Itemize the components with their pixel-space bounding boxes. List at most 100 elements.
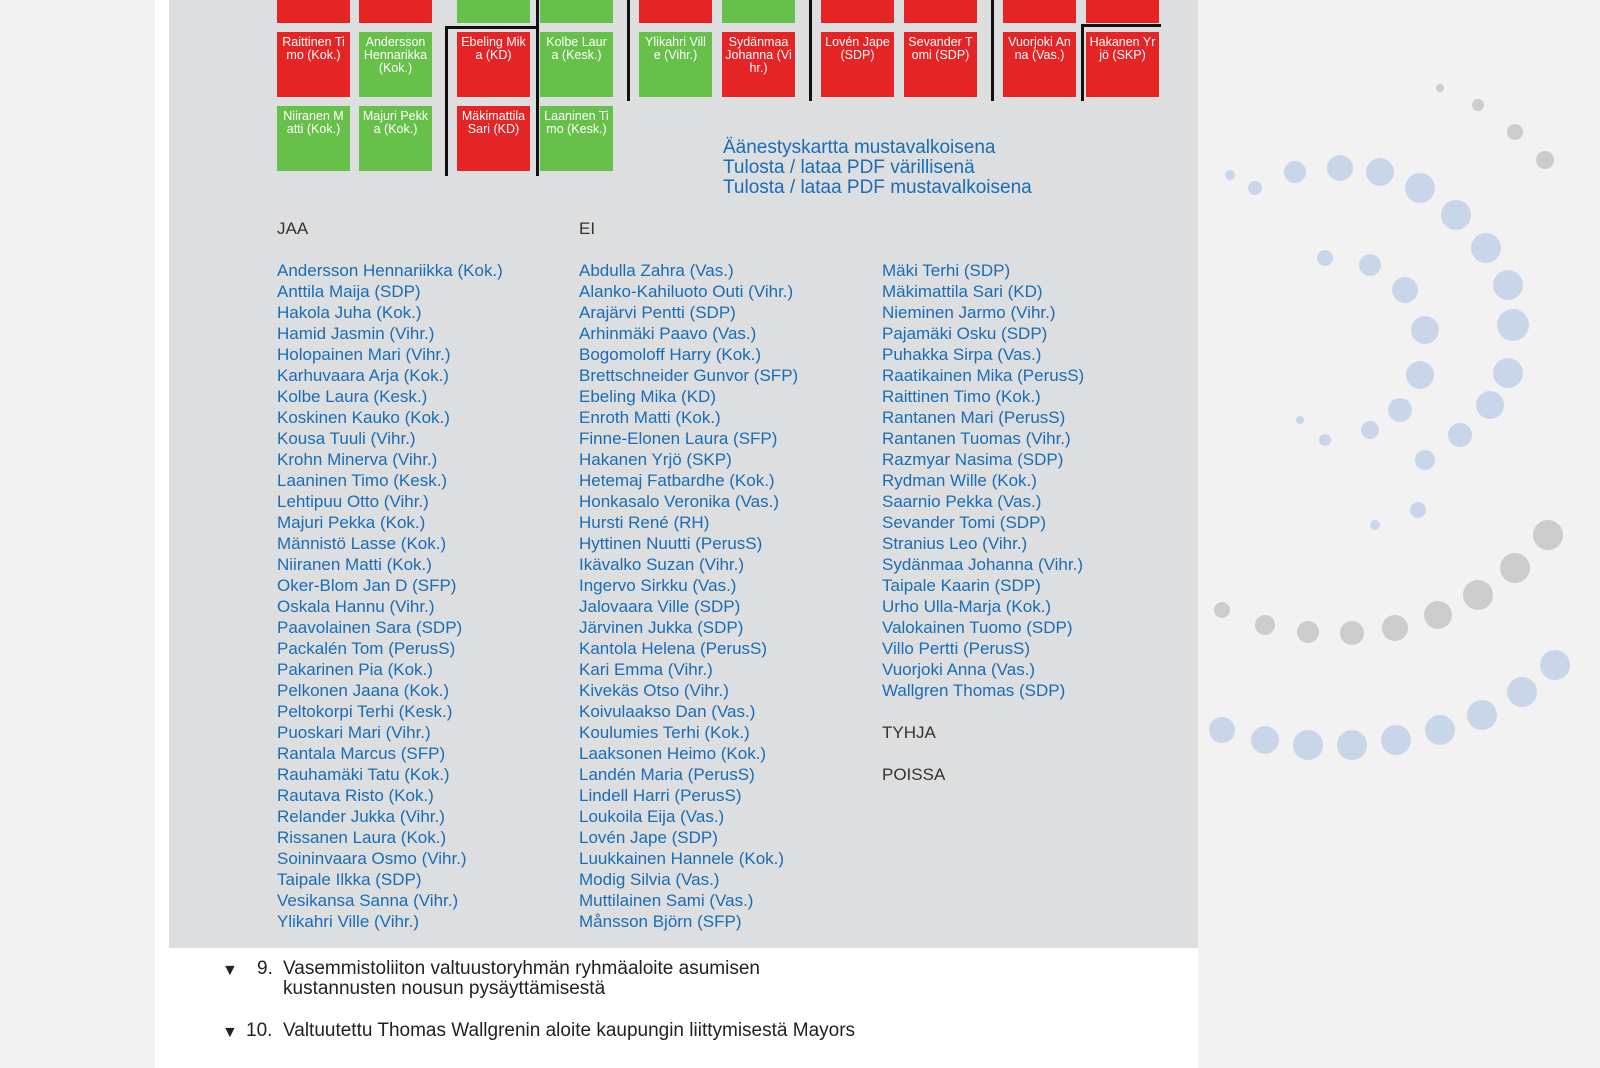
item-title[interactable]: Valtuutettu Thomas Wallgrenin aloite kau… — [283, 1020, 856, 1041]
decoration-dot — [1297, 621, 1319, 643]
voter-name[interactable]: Stranius Leo (Vihr.) — [882, 534, 1028, 553]
voter-name[interactable]: Pajamäki Osku (SDP) — [882, 324, 1048, 343]
voter-name[interactable]: Arhinmäki Paavo (Vas.) — [579, 324, 757, 343]
voter-name[interactable]: Lehtipuu Otto (Vihr.) — [277, 492, 429, 511]
voter-name[interactable]: Kolbe Laura (Kesk.) — [277, 387, 428, 406]
voter-name[interactable]: Raatikainen Mika (PerusS) — [882, 366, 1085, 385]
voter-name[interactable]: Hyttinen Nuutti (PerusS) — [579, 534, 763, 553]
decoration-dot — [1500, 553, 1530, 583]
decoration-dot — [1359, 254, 1381, 276]
pdf-link[interactable]: Tulosta / lataa PDF värillisenä — [723, 157, 975, 178]
voter-name[interactable]: Holopainen Mari (Vihr.) — [277, 345, 451, 364]
item-number[interactable]: 9. — [257, 958, 273, 979]
voter-name[interactable]: Rantanen Mari (PerusS) — [882, 408, 1066, 427]
voter-name[interactable]: Vesikansa Sanna (Vihr.) — [277, 891, 459, 910]
voter-name[interactable]: Sydänmaa Johanna (Vihr.) — [882, 555, 1083, 574]
seat-tile: Lovén Jape (SDP) — [821, 32, 894, 97]
voter-name[interactable]: Pakarinen Pia (Kok.) — [277, 660, 433, 679]
voter-name[interactable]: Hetemaj Fatbardhe (Kok.) — [579, 471, 775, 490]
voter-name[interactable]: Lovén Jape (SDP) — [579, 828, 718, 847]
voter-name[interactable]: Bogomoloff Harry (Kok.) — [579, 345, 762, 364]
voter-name[interactable]: Ikävalko Suzan (Vihr.) — [579, 555, 745, 574]
voter-name[interactable]: Ebeling Mika (KD) — [579, 387, 716, 406]
voter-name[interactable]: Jalovaara Ville (SDP) — [579, 597, 741, 616]
voter-name[interactable]: Koivulaakso Dan (Vas.) — [579, 702, 756, 721]
voter-name[interactable]: Majuri Pekka (Kok.) — [277, 513, 426, 532]
voter-name[interactable]: Ingervo Sirkku (Vas.) — [579, 576, 737, 595]
voter-name[interactable]: Hakanen Yrjö (SKP) — [579, 450, 732, 469]
voter-name[interactable]: Kivekäs Otso (Vihr.) — [579, 681, 729, 700]
voter-name[interactable]: Finne-Elonen Laura (SFP) — [579, 429, 778, 448]
seat-tile — [540, 0, 613, 23]
pdf-link[interactable]: Tulosta / lataa PDF mustavalkoisena — [723, 177, 1032, 198]
voter-name[interactable]: Taipale Kaarin (SDP) — [882, 576, 1041, 595]
voter-name[interactable]: Arajärvi Pentti (SDP) — [579, 303, 736, 322]
voter-name[interactable]: Krohn Minerva (Vihr.) — [277, 450, 438, 469]
voter-name[interactable]: Männistö Lasse (Kok.) — [277, 534, 447, 553]
voter-name[interactable]: Mäkimattila Sari (KD) — [882, 282, 1043, 301]
item-number[interactable]: 10. — [246, 1020, 273, 1041]
voter-name[interactable]: Loukoila Eija (Vas.) — [579, 807, 725, 826]
voter-name[interactable]: Packalén Tom (PerusS) — [277, 639, 456, 658]
pdf-link[interactable]: Äänestyskartta mustavalkoisena — [723, 137, 996, 158]
voter-name[interactable]: Puoskari Mari (Vihr.) — [277, 723, 431, 742]
voter-name[interactable]: Relander Jukka (Vihr.) — [277, 807, 445, 826]
voter-name[interactable]: Månsson Björn (SFP) — [579, 912, 742, 931]
item-title[interactable]: Vasemmistoliiton valtuustoryhmän ryhmäal… — [283, 958, 760, 999]
voter-name[interactable]: Rantala Marcus (SFP) — [277, 744, 446, 763]
voter-name[interactable]: Villo Pertti (PerusS) — [882, 639, 1031, 658]
voter-name[interactable]: Karhuvaara Arja (Kok.) — [277, 366, 449, 385]
voter-name[interactable]: Wallgren Thomas (SDP) — [882, 681, 1066, 700]
voter-name[interactable]: Koskinen Kauko (Kok.) — [277, 408, 450, 427]
voter-name[interactable]: Modig Silvia (Vas.) — [579, 870, 720, 889]
voter-name[interactable]: Hamid Jasmin (Vihr.) — [277, 324, 435, 343]
voter-name[interactable]: Paavolainen Sara (SDP) — [277, 618, 463, 637]
voter-name[interactable]: Puhakka Sirpa (Vas.) — [882, 345, 1042, 364]
seat-tile: Raittinen Timo (Kok.) — [277, 32, 350, 97]
voter-name[interactable]: Enroth Matti (Kok.) — [579, 408, 721, 427]
voter-name[interactable]: Kantola Helena (PerusS) — [579, 639, 768, 658]
voter-name[interactable]: Pelkonen Jaana (Kok.) — [277, 681, 449, 700]
voter-name[interactable]: Hursti René (RH) — [579, 513, 710, 532]
voter-name[interactable]: Rissanen Laura (Kok.) — [277, 828, 447, 847]
voter-name[interactable]: Abdulla Zahra (Vas.) — [579, 261, 734, 280]
voter-name[interactable]: Honkasalo Veronika (Vas.) — [579, 492, 780, 511]
voter-name[interactable]: Valokainen Tuomo (SDP) — [882, 618, 1073, 637]
voter-name[interactable]: Koulumies Terhi (Kok.) — [579, 723, 750, 742]
voter-name[interactable]: Saarnio Pekka (Vas.) — [882, 492, 1042, 511]
voter-name[interactable]: Muttilainen Sami (Vas.) — [579, 891, 754, 910]
voter-name[interactable]: Sevander Tomi (SDP) — [882, 513, 1047, 532]
voter-name[interactable]: Taipale Ilkka (SDP) — [277, 870, 422, 889]
voter-name[interactable]: Hakola Juha (Kok.) — [277, 303, 422, 322]
voter-name[interactable]: Landén Maria (PerusS) — [579, 765, 755, 784]
voter-name[interactable]: Mäki Terhi (SDP) — [882, 261, 1011, 280]
voter-name[interactable]: Kari Emma (Vihr.) — [579, 660, 713, 679]
voter-name[interactable]: Urho Ulla-Marja (Kok.) — [882, 597, 1052, 616]
voter-name[interactable]: Järvinen Jukka (SDP) — [579, 618, 744, 637]
voter-name[interactable]: Laaninen Timo (Kesk.) — [277, 471, 448, 490]
voter-name[interactable]: Rautava Risto (Kok.) — [277, 786, 434, 805]
voter-name[interactable]: Oker-Blom Jan D (SFP) — [277, 576, 457, 595]
voter-name[interactable]: Anttila Maija (SDP) — [277, 282, 421, 301]
voter-name[interactable]: Soininvaara Osmo (Vihr.) — [277, 849, 467, 868]
voter-name[interactable]: Ylikahri Ville (Vihr.) — [277, 912, 420, 931]
voter-name[interactable]: Rantanen Tuomas (Vihr.) — [882, 429, 1071, 448]
voter-name[interactable]: Vuorjoki Anna (Vas.) — [882, 660, 1036, 679]
voter-name[interactable]: Niiranen Matti (Kok.) — [277, 555, 432, 574]
voter-name[interactable]: Brettschneider Gunvor (SFP) — [579, 366, 799, 385]
voter-name[interactable]: Alanko-Kahiluoto Outi (Vihr.) — [579, 282, 794, 301]
voter-name[interactable]: Nieminen Jarmo (Vihr.) — [882, 303, 1056, 322]
voter-name[interactable]: Rydman Wille (Kok.) — [882, 471, 1037, 490]
voter-name[interactable]: Raittinen Timo (Kok.) — [882, 387, 1041, 406]
voter-name[interactable]: Razmyar Nasima (SDP) — [882, 450, 1064, 469]
voter-name[interactable]: Rauhamäki Tatu (Kok.) — [277, 765, 450, 784]
seat-tile — [722, 0, 795, 23]
voter-name[interactable]: Lindell Harri (PerusS) — [579, 786, 742, 805]
voter-name[interactable]: Andersson Hennariikka (Kok.) — [277, 261, 503, 280]
seat-tile — [1086, 0, 1159, 23]
voter-name[interactable]: Luukkainen Hannele (Kok.) — [579, 849, 785, 868]
voter-name[interactable]: Peltokorpi Terhi (Kesk.) — [277, 702, 453, 721]
voter-name[interactable]: Laaksonen Heimo (Kok.) — [579, 744, 767, 763]
voter-name[interactable]: Oskala Hannu (Vihr.) — [277, 597, 435, 616]
voter-name[interactable]: Kousa Tuuli (Vihr.) — [277, 429, 416, 448]
